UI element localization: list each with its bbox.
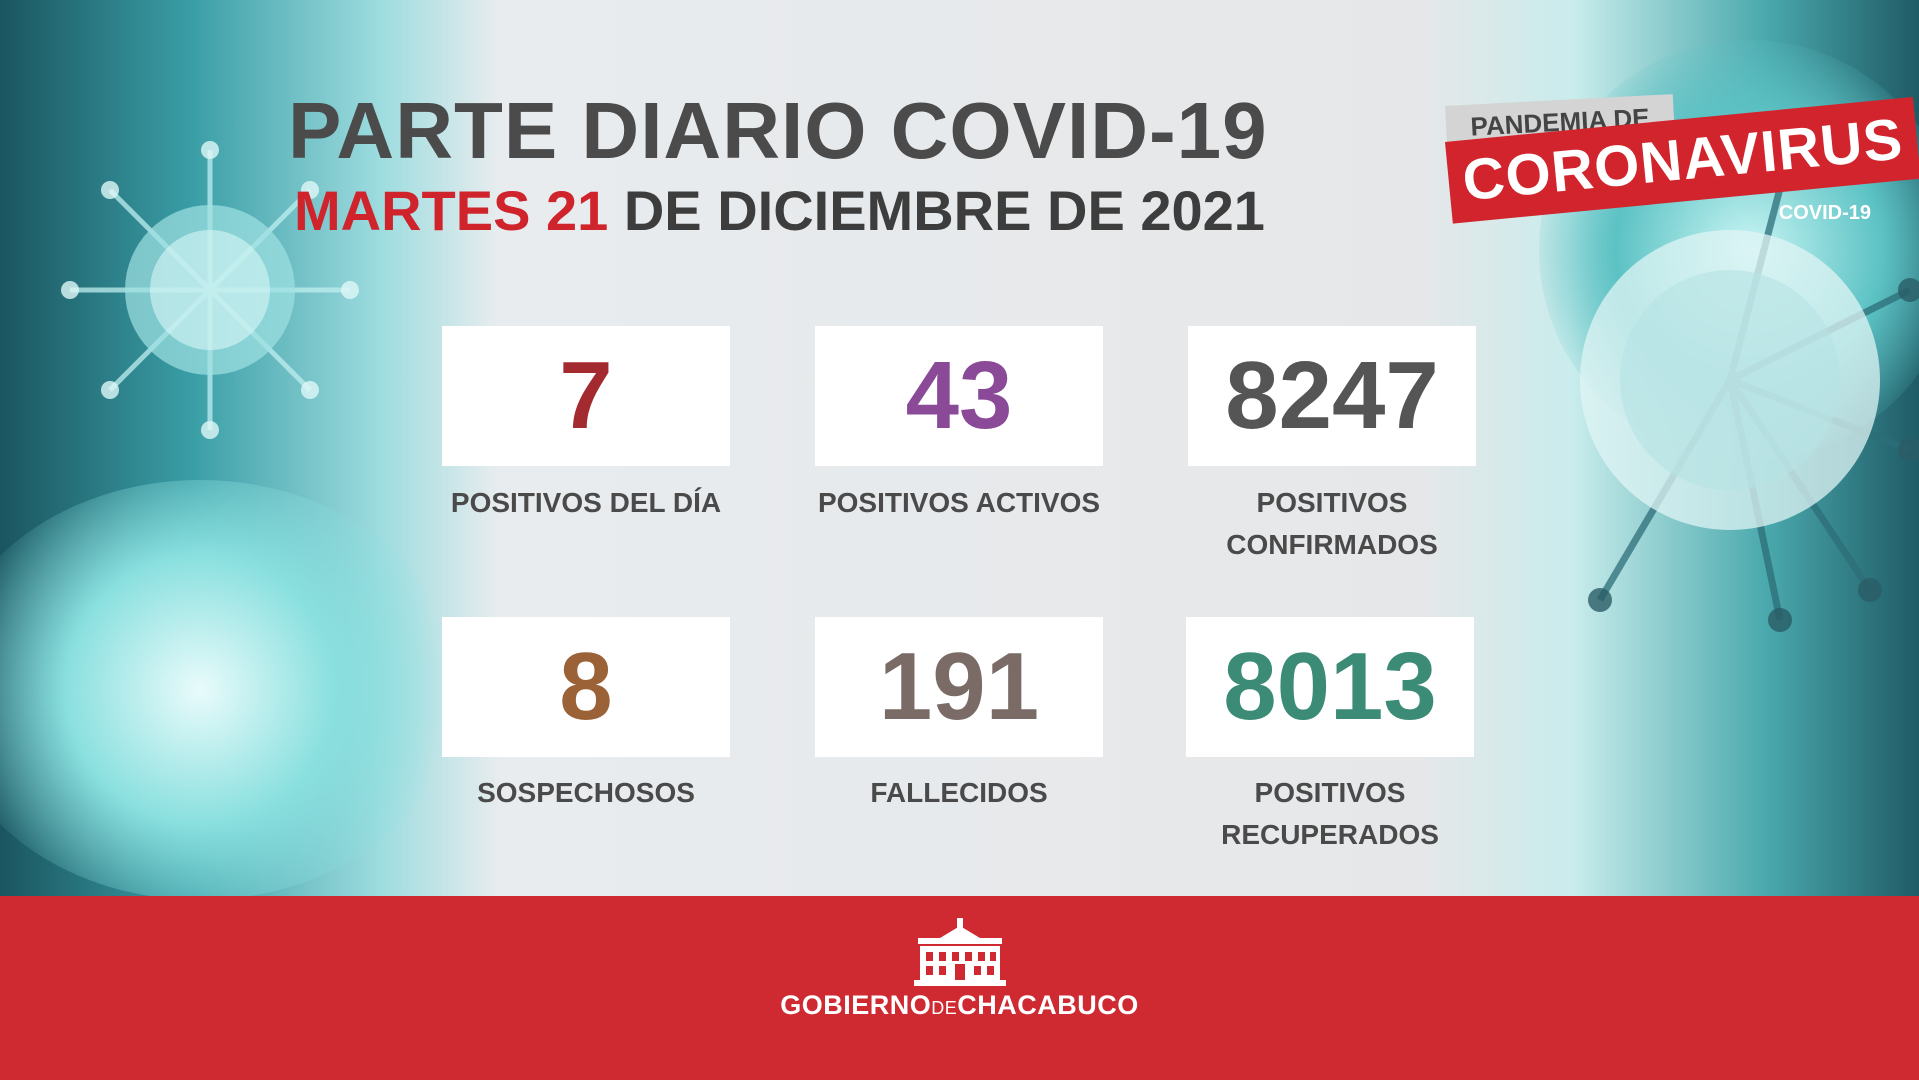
stat-value: 8013 <box>1223 633 1437 740</box>
stat-card: 8013 <box>1186 617 1474 757</box>
stat-value: 8 <box>559 633 613 740</box>
stat-value: 8247 <box>1225 342 1439 449</box>
stat-card: 43 <box>815 326 1103 466</box>
stat-value: 191 <box>878 633 1040 740</box>
date-weekday-day: MARTES 21 <box>294 179 609 242</box>
stat-card: 8 <box>442 617 730 757</box>
virus-icon <box>61 141 359 439</box>
stat-label: POSITIVOS CONFIRMADOS <box>1152 482 1512 566</box>
page-title: PARTE DIARIO COVID-19 <box>288 86 1268 175</box>
stat-label: POSITIVOS RECUPERADOS <box>1150 772 1510 856</box>
badge-sub-label: COVID-19 <box>1778 202 1871 224</box>
stat-label-line: POSITIVOS ACTIVOS <box>817 487 1101 518</box>
stat-label: SOSPECHOSOS <box>406 772 766 814</box>
stat-label-line: RECUPERADOS <box>1221 819 1439 850</box>
org-name-de: DE <box>931 998 958 1018</box>
coronavirus-badge: PANDEMIA DE CORONAVIRUS COVID-19 <box>1445 92 1919 252</box>
stat-card: 8247 <box>1188 326 1476 466</box>
org-name-part1: GOBIERNO <box>780 990 932 1020</box>
stat-label-line: SOSPECHOSOS <box>477 777 695 808</box>
stat-label-line: POSITIVOS <box>1256 487 1408 518</box>
stat-label: FALLECIDOS <box>779 772 1139 814</box>
report-date: MARTES 21 DE DICIEMBRE DE 2021 <box>294 178 1265 244</box>
stat-value: 43 <box>905 342 1013 449</box>
stat-label-line: FALLECIDOS <box>870 777 1048 808</box>
stat-label-line: CONFIRMADOS <box>1226 529 1438 560</box>
stat-label-line: POSITIVOS <box>1254 777 1406 808</box>
glow-left <box>0 480 460 896</box>
stat-card: 191 <box>815 617 1103 757</box>
date-month-year: DE DICIEMBRE DE 2021 <box>608 179 1265 242</box>
stat-card: 7 <box>442 326 730 466</box>
stat-label: POSITIVOS DEL DÍA <box>406 482 766 524</box>
org-name-part2: CHACABUCO <box>957 990 1139 1020</box>
stat-label-line: POSITIVOS DEL DÍA <box>450 487 722 518</box>
virus-icon <box>1580 138 1919 632</box>
government-building-icon <box>914 918 1006 986</box>
footer-org-name: GOBIERNODECHACABUCO <box>0 990 1919 1021</box>
stat-value: 7 <box>559 342 613 449</box>
stat-label: POSITIVOS ACTIVOS <box>779 482 1139 524</box>
